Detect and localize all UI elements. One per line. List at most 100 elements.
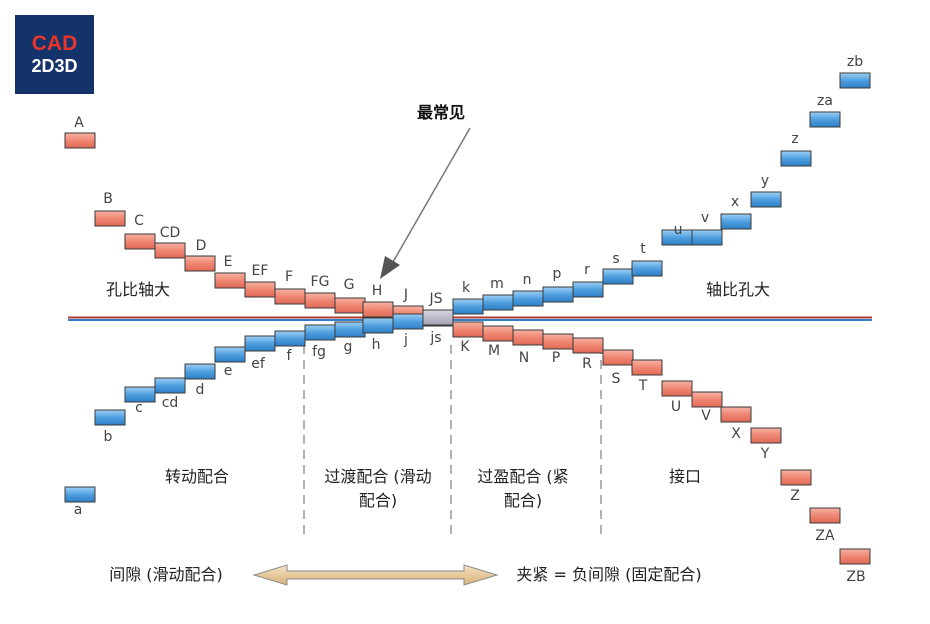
shaft-label-k: k — [462, 280, 471, 296]
hole-box-k — [452, 321, 484, 338]
hole-label-h: H — [372, 283, 383, 299]
shaft-label-f: f — [287, 348, 293, 364]
hole-box-za — [809, 507, 841, 524]
hole-label-t: T — [638, 378, 648, 394]
hole-box-f — [274, 288, 306, 305]
shaft-box-r — [572, 281, 604, 298]
shaft-label-e: e — [224, 363, 233, 379]
hole-label-g: G — [344, 277, 355, 293]
clearance-interference-arrow — [252, 564, 499, 586]
callout-arrow-line — [392, 127, 471, 263]
shaft-label-cd: cd — [162, 395, 179, 411]
shaft-label-fg: fg — [312, 344, 326, 360]
shaft-box-z — [780, 150, 812, 167]
hole-box-z — [780, 469, 812, 486]
logo-line1: CAD — [31, 32, 78, 55]
shaft-box-j — [392, 313, 424, 330]
hole-box-b — [94, 210, 126, 227]
hole-box-ef — [244, 281, 276, 298]
label-interference-fit-1: 过盈配合 (紧 — [477, 467, 568, 486]
shaft-label-m: m — [490, 276, 504, 292]
hole-label-p: P — [552, 350, 560, 366]
hole-label-k: K — [460, 339, 470, 355]
shaft-label-x: x — [731, 194, 739, 210]
shaft-box-y — [750, 191, 782, 208]
hole-box-y — [750, 427, 782, 444]
hole-label-s: S — [612, 371, 621, 387]
hole-box-t — [631, 359, 663, 376]
shaft-label-c: c — [135, 400, 143, 416]
shaft-label-b: b — [104, 429, 113, 445]
hole-box-fg — [304, 292, 336, 309]
hole-label-fg: FG — [311, 274, 330, 290]
label-transition-fit-2: 配合) — [359, 491, 397, 510]
shaft-label-ef: ef — [251, 356, 266, 372]
hole-box-d — [184, 255, 216, 272]
shaft-label-js: js — [429, 330, 441, 346]
hole-label-r: R — [582, 356, 592, 372]
hole-box-x — [720, 406, 752, 423]
shaft-label-v: v — [701, 210, 709, 226]
hole-box-c — [124, 233, 156, 250]
shaft-label-n: n — [523, 272, 532, 288]
hole-label-z: Z — [790, 488, 800, 504]
shaft-box-t — [631, 260, 663, 277]
callout-label: 最常见 — [417, 103, 465, 122]
shaft-label-z: z — [791, 131, 798, 147]
shaft-label-d: d — [196, 382, 205, 398]
hole-label-zb: ZB — [846, 569, 865, 585]
hole-label-za: ZA — [815, 528, 835, 544]
shaft-box-k — [452, 298, 484, 315]
hole-label-u: U — [671, 399, 681, 415]
label-clearance: 间隙 (滑动配合) — [109, 565, 223, 584]
label-interface: 接口 — [669, 467, 701, 486]
shaft-box-b — [94, 409, 126, 426]
shaft-box-ef — [244, 335, 276, 352]
hole-label-ef: EF — [252, 263, 269, 279]
callout-arrow-head — [380, 256, 400, 279]
hole-label-c: C — [134, 213, 144, 229]
shaft-label-u: u — [674, 222, 683, 238]
hole-label-b: B — [103, 191, 113, 207]
label-interference: 夹紧 = 负间隙 (固定配合) — [516, 565, 701, 584]
hole-label-y: Y — [760, 446, 770, 462]
shaft-label-h: h — [372, 337, 381, 353]
hole-label-x: X — [731, 426, 741, 442]
shaft-label-t: t — [640, 241, 646, 257]
shaft-label-r: r — [584, 262, 590, 278]
shaft-label-s: s — [612, 251, 619, 267]
hole-label-a: A — [74, 115, 84, 131]
hole-label-j: J — [403, 287, 408, 303]
shaft-box-zb — [839, 72, 871, 89]
shaft-box-js — [422, 309, 454, 326]
hole-label-js: JS — [428, 291, 442, 307]
hole-box-a — [64, 132, 96, 149]
shaft-box-e — [214, 346, 246, 363]
shaft-label-zb: zb — [847, 54, 863, 70]
shaft-label-p: p — [553, 266, 562, 282]
hole-box-n — [512, 329, 544, 346]
logo-line2: 2D3D — [31, 56, 78, 76]
hole-box-e — [214, 272, 246, 289]
hole-label-d: D — [196, 238, 207, 254]
shaft-box-f — [274, 330, 306, 347]
deviation-boxes — [64, 72, 871, 565]
shaft-box-d — [184, 363, 216, 380]
hole-box-p — [542, 333, 574, 350]
hole-label-m: M — [488, 343, 500, 359]
deviation-labels: A B C CD D E EF F FG G H J JS K M N P R S T U V X Y Z ZA ZB a b c cd d e… — [74, 54, 866, 585]
shaft-box-s — [602, 268, 634, 285]
hole-box-zb — [839, 548, 871, 565]
hole-box-r — [572, 337, 604, 354]
hole-box-s — [602, 349, 634, 366]
shaft-box-fg — [304, 324, 336, 341]
cad-logo: CAD 2D3D — [15, 15, 94, 94]
shaft-box-c — [124, 386, 156, 403]
hole-label-n: N — [519, 350, 529, 366]
shaft-label-j: j — [403, 332, 408, 348]
shaft-box-p — [542, 286, 574, 303]
shaft-box-h — [362, 317, 394, 334]
shaft-box-x — [720, 213, 752, 230]
